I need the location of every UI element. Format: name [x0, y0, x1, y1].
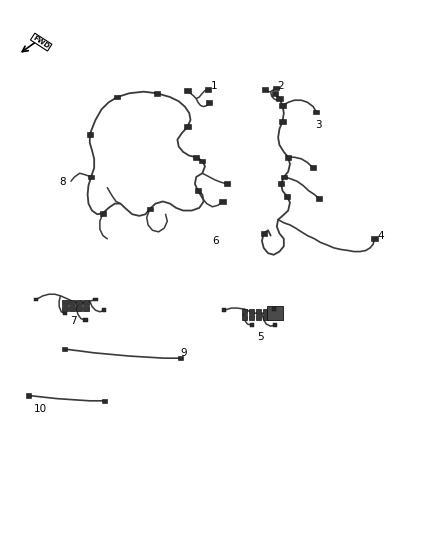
FancyBboxPatch shape — [371, 236, 378, 241]
Text: 9: 9 — [180, 348, 187, 358]
FancyBboxPatch shape — [83, 306, 88, 311]
FancyBboxPatch shape — [76, 301, 81, 305]
FancyBboxPatch shape — [63, 311, 67, 316]
FancyBboxPatch shape — [69, 301, 74, 305]
FancyBboxPatch shape — [263, 316, 268, 320]
Text: 4: 4 — [378, 231, 385, 240]
FancyBboxPatch shape — [83, 318, 88, 321]
FancyBboxPatch shape — [261, 231, 267, 236]
FancyBboxPatch shape — [147, 206, 153, 211]
Text: 10: 10 — [34, 405, 47, 414]
FancyBboxPatch shape — [273, 85, 279, 90]
FancyBboxPatch shape — [114, 95, 120, 99]
FancyBboxPatch shape — [272, 91, 278, 96]
FancyBboxPatch shape — [206, 100, 212, 104]
FancyBboxPatch shape — [249, 309, 254, 314]
FancyBboxPatch shape — [224, 181, 230, 186]
FancyBboxPatch shape — [34, 297, 38, 302]
Text: 5: 5 — [257, 332, 264, 342]
FancyBboxPatch shape — [184, 88, 191, 93]
FancyBboxPatch shape — [83, 301, 88, 305]
FancyBboxPatch shape — [242, 309, 247, 314]
FancyBboxPatch shape — [262, 87, 268, 92]
Text: 8: 8 — [59, 177, 66, 187]
Text: 2: 2 — [277, 82, 284, 91]
FancyBboxPatch shape — [69, 306, 74, 311]
FancyBboxPatch shape — [278, 181, 284, 186]
FancyBboxPatch shape — [193, 155, 199, 160]
FancyBboxPatch shape — [313, 109, 319, 114]
FancyBboxPatch shape — [316, 196, 322, 200]
FancyBboxPatch shape — [267, 306, 283, 320]
FancyBboxPatch shape — [249, 316, 254, 320]
FancyBboxPatch shape — [87, 132, 93, 136]
FancyBboxPatch shape — [256, 316, 261, 320]
FancyBboxPatch shape — [184, 124, 191, 129]
FancyBboxPatch shape — [279, 119, 286, 124]
FancyBboxPatch shape — [285, 155, 291, 160]
FancyBboxPatch shape — [62, 301, 67, 305]
FancyBboxPatch shape — [281, 174, 287, 179]
FancyBboxPatch shape — [205, 87, 211, 92]
FancyBboxPatch shape — [178, 356, 183, 360]
FancyBboxPatch shape — [88, 174, 94, 179]
Text: FWD: FWD — [32, 35, 50, 50]
FancyBboxPatch shape — [154, 91, 160, 96]
FancyBboxPatch shape — [222, 308, 226, 312]
FancyBboxPatch shape — [102, 308, 106, 312]
FancyBboxPatch shape — [250, 323, 254, 327]
FancyBboxPatch shape — [272, 307, 276, 311]
FancyBboxPatch shape — [310, 165, 316, 170]
FancyBboxPatch shape — [256, 309, 261, 314]
Text: 3: 3 — [315, 120, 322, 130]
FancyBboxPatch shape — [76, 306, 81, 311]
FancyBboxPatch shape — [62, 306, 67, 311]
FancyBboxPatch shape — [279, 103, 286, 108]
FancyBboxPatch shape — [100, 211, 106, 215]
FancyBboxPatch shape — [199, 159, 205, 163]
FancyBboxPatch shape — [263, 309, 268, 314]
FancyBboxPatch shape — [219, 199, 226, 204]
Text: 7: 7 — [70, 316, 77, 326]
FancyBboxPatch shape — [273, 323, 277, 327]
FancyBboxPatch shape — [195, 188, 201, 193]
Text: 1: 1 — [210, 82, 217, 91]
FancyBboxPatch shape — [276, 96, 283, 101]
FancyBboxPatch shape — [284, 193, 290, 198]
FancyBboxPatch shape — [26, 393, 31, 398]
FancyBboxPatch shape — [102, 399, 107, 403]
FancyBboxPatch shape — [242, 316, 247, 320]
FancyBboxPatch shape — [62, 347, 67, 351]
Text: 6: 6 — [212, 236, 219, 246]
FancyBboxPatch shape — [93, 297, 98, 302]
